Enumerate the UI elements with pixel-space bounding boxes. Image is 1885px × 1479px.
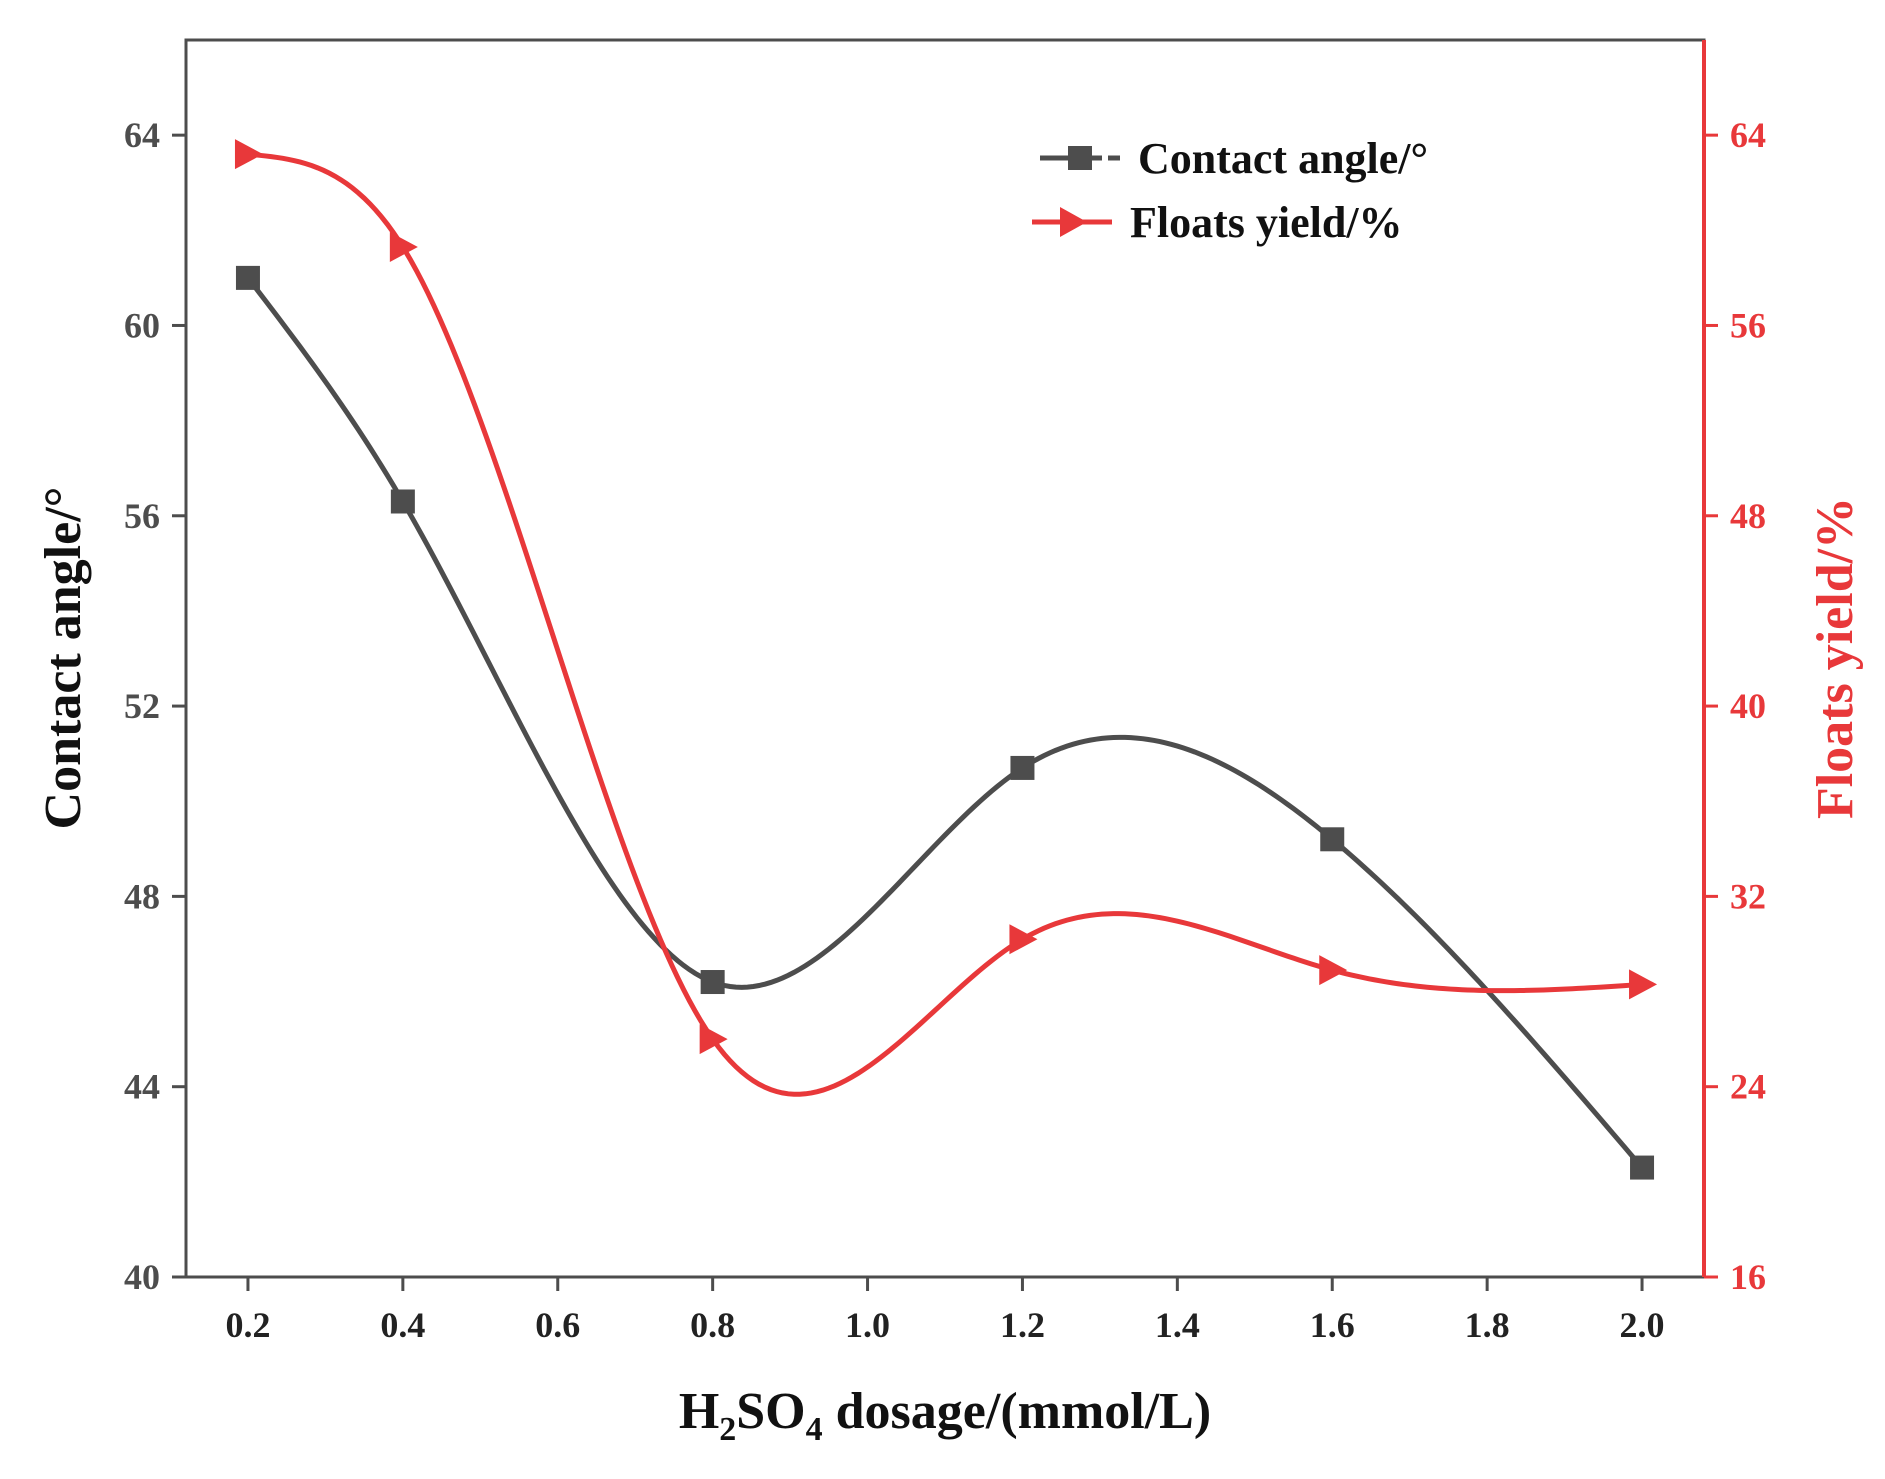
bottom-tick-label: 2.0 <box>1620 1305 1665 1345</box>
bottom-tick-label: 0.4 <box>380 1305 425 1345</box>
left-tick-label: 48 <box>124 876 160 916</box>
bottom-tick-label: 1.6 <box>1310 1305 1355 1345</box>
bottom-axis-ticks: 0.2 0.4 0.6 0.8 1.0 1.2 1.4 1.6 1.8 2.0 <box>225 1277 1665 1345</box>
right-tick-label: 24 <box>1730 1067 1766 1107</box>
left-tick-label: 56 <box>124 496 160 536</box>
bottom-tick-label: 0.8 <box>690 1305 735 1345</box>
bottom-tick-label: 0.2 <box>225 1305 270 1345</box>
data-point-contact-angle <box>700 970 725 995</box>
right-tick-label: 16 <box>1730 1257 1766 1297</box>
right-tick-label: 64 <box>1730 115 1766 155</box>
series-line-contact-angle <box>245 276 1644 1170</box>
legend: Contact angle/° Floats yield/% <box>1032 134 1428 247</box>
data-point-floats-yield <box>389 231 418 262</box>
right-tick-label: 40 <box>1730 686 1766 726</box>
left-tick-label: 52 <box>124 686 160 726</box>
data-point-contact-angle <box>390 489 415 514</box>
left-axis-ticks: 40 44 48 52 56 60 64 <box>124 115 186 1297</box>
x-axis-title-suffix: dosage/(mmol/L) <box>823 1383 1212 1440</box>
left-tick-label: 44 <box>124 1067 160 1107</box>
legend-marker-floats-yield <box>1060 207 1087 237</box>
x-axis-title-prefix: H <box>679 1383 719 1440</box>
data-point-contact-angle <box>1320 827 1345 852</box>
left-tick-label: 60 <box>124 305 160 345</box>
plot-frame <box>184 38 1706 1279</box>
legend-label-floats-yield: Floats yield/% <box>1130 198 1403 247</box>
data-point-contact-angle <box>235 265 260 290</box>
legend-label-contact-angle: Contact angle/° <box>1138 134 1428 183</box>
data-point-contact-angle <box>1630 1155 1655 1180</box>
y-left-axis-title: Contact angle/° <box>35 487 92 830</box>
x-axis-title-sub2: 4 <box>806 1411 823 1448</box>
x-axis-title-sub1: 2 <box>719 1411 736 1448</box>
right-tick-label: 48 <box>1730 496 1766 536</box>
series-line-floats-yield <box>247 151 1643 1097</box>
legend-entry-contact-angle: Contact angle/° <box>1040 134 1428 183</box>
bottom-tick-label: 1.8 <box>1465 1305 1510 1345</box>
bottom-tick-label: 1.4 <box>1155 1305 1200 1345</box>
data-point-floats-yield <box>234 139 263 170</box>
right-tick-label: 32 <box>1730 876 1766 916</box>
right-tick-label: 56 <box>1730 305 1766 345</box>
left-tick-label: 64 <box>124 115 160 155</box>
right-axis-ticks: 16 24 32 40 48 56 64 <box>1704 115 1766 1297</box>
bottom-tick-label: 0.6 <box>535 1305 580 1345</box>
data-point-floats-yield <box>699 1024 728 1055</box>
x-axis-title: H2SO4 dosage/(mmol/L) <box>679 1383 1211 1448</box>
bottom-tick-label: 1.2 <box>1000 1305 1045 1345</box>
data-point-floats-yield <box>1319 955 1348 986</box>
data-point-floats-yield <box>1629 969 1658 1000</box>
bottom-tick-label: 1.0 <box>845 1305 890 1345</box>
data-point-contact-angle <box>1010 755 1035 780</box>
legend-entry-floats-yield: Floats yield/% <box>1032 198 1403 247</box>
left-tick-label: 40 <box>124 1257 160 1297</box>
series-layer <box>234 139 1658 1180</box>
data-point-floats-yield <box>1009 924 1038 955</box>
y-right-axis-title: Floats yield/% <box>1807 497 1864 819</box>
legend-marker-contact-angle <box>1068 146 1092 170</box>
x-axis-title-middle: SO <box>736 1383 805 1440</box>
